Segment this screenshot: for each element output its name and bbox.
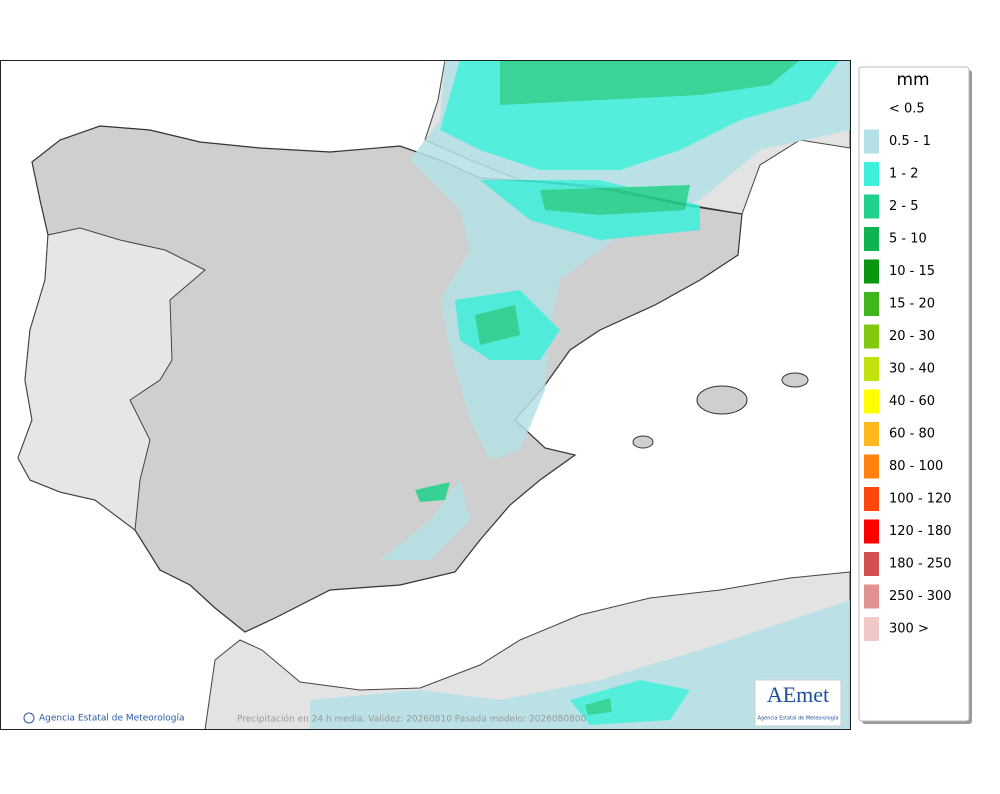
legend-label: 15 - 20 xyxy=(889,297,935,312)
legend-swatch xyxy=(864,584,879,609)
legend-swatch xyxy=(864,227,879,251)
legend-label: 5 - 10 xyxy=(889,232,927,247)
legend-label: < 0.5 xyxy=(889,102,925,117)
legend-swatch xyxy=(864,389,879,414)
legend-items: < 0.5 0.5 - 1 1 - 2 2 - 5 5 - 10 10 - 15 15 - … xyxy=(864,102,952,641)
ibiza xyxy=(632,435,654,449)
legend-swatch xyxy=(864,162,879,186)
portugal xyxy=(17,227,206,531)
legend-label: 300 > xyxy=(889,622,929,637)
map-frame xyxy=(0,60,851,730)
legend-swatch xyxy=(864,454,879,479)
mallorca xyxy=(696,385,748,415)
legend-label: 40 - 60 xyxy=(889,394,935,409)
legend-swatch xyxy=(864,487,879,511)
legend-label: 180 - 250 xyxy=(889,557,952,572)
precipitation xyxy=(310,61,850,729)
legend-swatch xyxy=(864,292,879,316)
legend-swatch xyxy=(864,552,879,576)
legend-label: 10 - 15 xyxy=(889,264,935,279)
legend-swatch xyxy=(864,519,879,544)
legend-box xyxy=(858,66,970,722)
legend-label: 100 - 120 xyxy=(889,492,952,507)
legend-label: 60 - 80 xyxy=(889,427,935,442)
legend-swatch xyxy=(864,324,879,349)
legend-swatch xyxy=(864,194,879,219)
legend-swatch xyxy=(864,357,879,381)
legend-swatch xyxy=(864,422,879,446)
legend-label: 30 - 40 xyxy=(889,362,935,377)
legend-label: 20 - 30 xyxy=(889,329,935,344)
copyright-icon xyxy=(23,712,35,724)
legend-label: 80 - 100 xyxy=(889,459,943,474)
legend-label: 120 - 180 xyxy=(889,524,952,539)
legend-swatch xyxy=(864,129,879,154)
legend-label: 0.5 - 1 xyxy=(889,134,931,149)
legend-label: 2 - 5 xyxy=(889,199,919,214)
logo: AEmet xyxy=(767,682,829,707)
credit: Agencia Estatal de Meteorología xyxy=(39,714,185,724)
map xyxy=(1,61,850,729)
legend-swatch xyxy=(864,617,879,641)
logo-subtitle: Agencia Estatal de Meteorología xyxy=(758,715,839,722)
legend-label: 250 - 300 xyxy=(889,589,952,604)
legend-title: mm xyxy=(896,70,929,90)
footer-note: Precipitación en 24 h media. Validez: 20… xyxy=(237,714,587,725)
legend-swatch xyxy=(864,259,879,284)
menorca xyxy=(781,372,809,388)
legend-label: 1 - 2 xyxy=(889,167,919,182)
logo-box xyxy=(754,679,842,727)
